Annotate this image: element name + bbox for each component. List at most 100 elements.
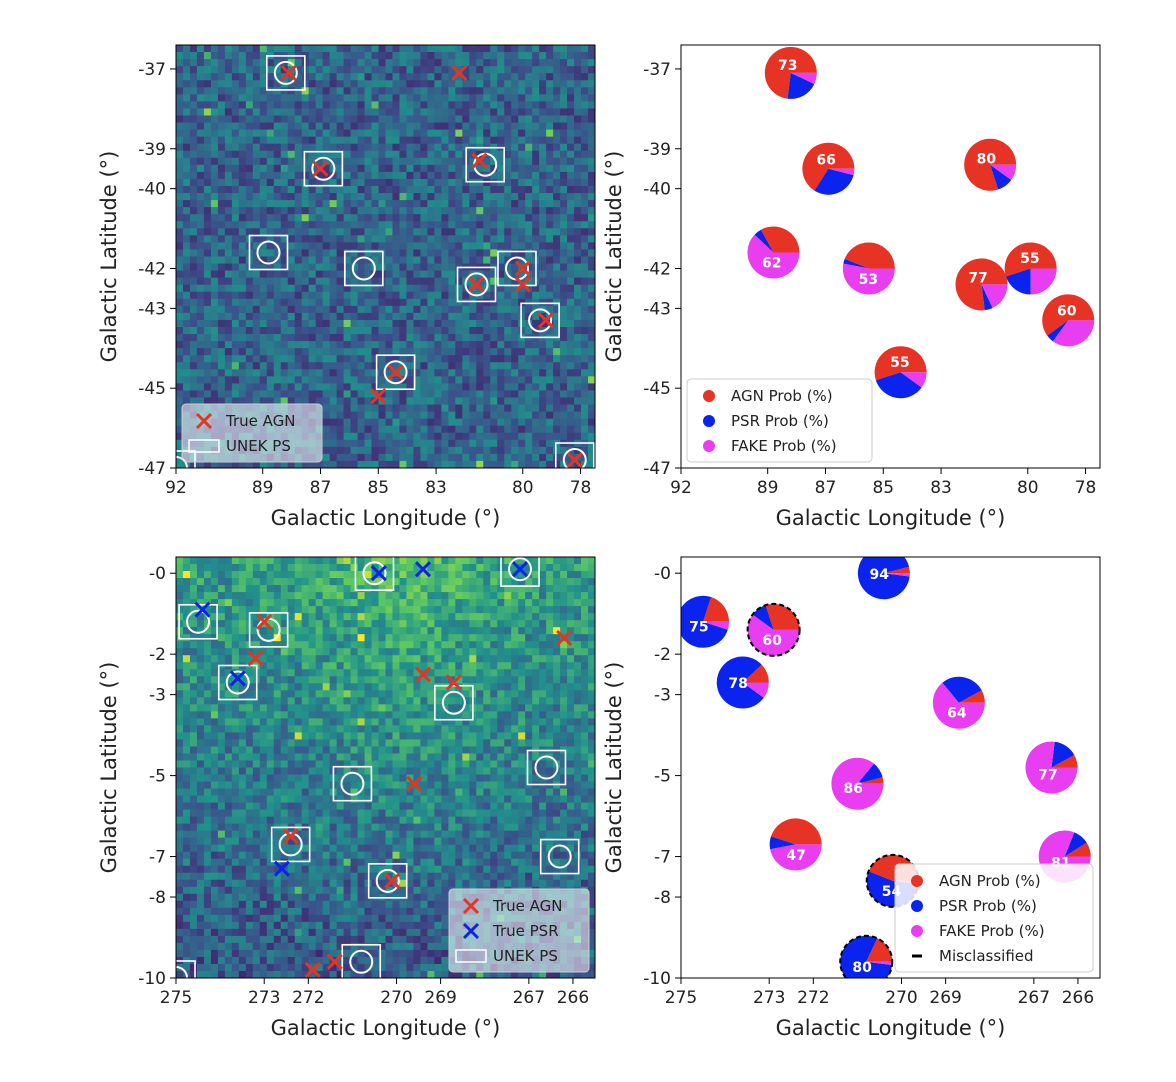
heatmap-pixel — [588, 425, 595, 434]
heatmap-pixel — [434, 59, 442, 67]
heatmap-pixel — [357, 676, 366, 684]
heatmap-pixel — [238, 73, 247, 81]
heatmap-pixel — [553, 242, 561, 251]
legend-box — [686, 378, 873, 463]
heatmap-pixel — [448, 164, 456, 173]
heatmap-pixel — [441, 115, 449, 124]
heatmap-pixel — [287, 249, 296, 258]
heatmap-pixel — [483, 101, 491, 110]
heatmap-pixel — [448, 171, 456, 180]
heatmap-pixel — [525, 627, 533, 635]
heatmap-pixel — [420, 327, 428, 335]
heatmap-pixel — [567, 690, 575, 698]
heatmap-pixel — [252, 94, 261, 102]
heatmap-pixel — [252, 87, 261, 95]
heatmap-pixel — [294, 369, 303, 377]
heatmap-pixel — [329, 327, 338, 335]
heatmap-pixel — [329, 564, 338, 572]
heatmap-pixel — [490, 383, 498, 392]
heatmap-pixel — [476, 390, 484, 399]
heatmap-pixel — [469, 383, 477, 392]
heatmap-pixel — [280, 460, 289, 468]
heatmap-pixel — [364, 655, 373, 663]
true-agn-marker — [471, 152, 488, 169]
heatmap-pixel — [189, 157, 198, 166]
heatmap-pixel — [469, 564, 477, 572]
heatmap-pixel — [301, 319, 310, 328]
heatmap-pixel — [357, 662, 366, 670]
heatmap-pixel — [266, 108, 275, 117]
heatmap-pixel — [371, 669, 380, 677]
heatmap-pixel — [504, 390, 512, 399]
heatmap-pixel — [203, 249, 212, 258]
heatmap-pixel — [497, 291, 505, 300]
heatmap-pixel — [224, 249, 233, 258]
heatmap-pixel — [189, 312, 198, 321]
heatmap-pixel — [406, 80, 415, 88]
heatmap-pixel — [238, 263, 247, 272]
heatmap-pixel — [511, 256, 519, 265]
heatmap-pixel — [301, 606, 310, 614]
heatmap-pixel — [511, 115, 519, 124]
heatmap-pixel — [420, 186, 428, 194]
heatmap-pixel — [420, 164, 428, 173]
heatmap-pixel — [497, 115, 505, 124]
heatmap-pixel — [455, 52, 463, 60]
heatmap-pixel — [189, 655, 198, 663]
heatmap-pixel — [413, 235, 422, 243]
heatmap-pixel — [490, 129, 498, 138]
heatmap-pixel — [336, 171, 345, 180]
heatmap-pixel — [273, 235, 282, 243]
heatmap-pixel — [518, 80, 526, 88]
heatmap-pixel — [427, 564, 435, 572]
heatmap-pixel — [441, 585, 449, 593]
heatmap-pixel — [427, 460, 435, 468]
heatmap-pixel — [469, 341, 477, 349]
heatmap-pixel — [280, 108, 289, 117]
heatmap-pixel — [518, 634, 526, 642]
heatmap-pixel — [567, 122, 575, 131]
heatmap-pixel — [511, 341, 519, 349]
heatmap-pixel — [252, 634, 261, 642]
heatmap-pixel — [308, 171, 317, 180]
heatmap-pixel — [392, 284, 401, 293]
heatmap-pixel — [588, 101, 595, 110]
heatmap-pixel — [322, 59, 331, 67]
heatmap-pixel — [525, 648, 533, 656]
heatmap-pixel — [308, 397, 317, 406]
heatmap-pixel — [399, 348, 408, 356]
heatmap-pixel — [252, 200, 261, 208]
heatmap-pixel — [546, 228, 554, 236]
heatmap-pixel — [203, 669, 212, 677]
heatmap-pixel — [392, 446, 401, 455]
heatmap-pixel — [217, 334, 226, 342]
heatmap-pixel — [581, 362, 589, 370]
heatmap-pixel — [581, 397, 589, 406]
heatmap-pixel — [525, 242, 533, 251]
heatmap-pixel — [294, 305, 303, 314]
heatmap-pixel — [266, 277, 275, 286]
heatmap-pixel — [434, 80, 442, 88]
heatmap-pixel — [469, 592, 477, 600]
heatmap-pixel — [336, 312, 345, 321]
heatmap-pixel — [203, 45, 212, 53]
heatmap-pixel — [427, 298, 435, 307]
heatmap-pixel — [469, 627, 477, 635]
heatmap-pixel — [294, 312, 303, 321]
heatmap-pixel — [378, 228, 387, 236]
heatmap-pixel — [280, 284, 289, 293]
heatmap-pixel — [518, 122, 526, 131]
heatmap-pixel — [581, 52, 589, 60]
heatmap-pixel — [182, 578, 191, 586]
heatmap-pixel — [434, 108, 442, 117]
heatmap-pixel — [301, 312, 310, 321]
heatmap-pixel — [336, 390, 345, 399]
heatmap-pixel — [525, 136, 533, 145]
heatmap-pixel — [455, 129, 463, 138]
heatmap-pixel — [308, 94, 317, 102]
heatmap-pixel — [560, 277, 568, 286]
heatmap-pixel — [252, 627, 261, 635]
heatmap-pixel — [469, 94, 477, 102]
heatmap-pixel — [371, 284, 380, 293]
heatmap-pixel — [539, 108, 547, 117]
